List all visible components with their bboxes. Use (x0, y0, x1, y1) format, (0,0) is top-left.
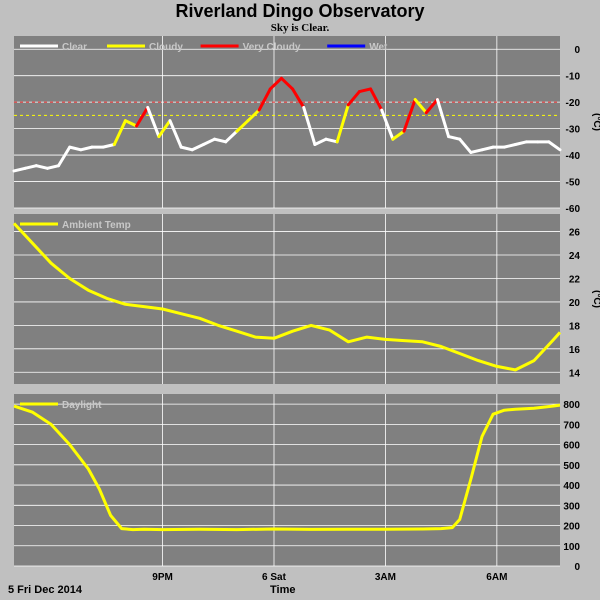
sky-segment-26 (291, 87, 306, 109)
legend-label-1-1: Clear (62, 42, 87, 53)
sky-segment-37 (413, 98, 428, 115)
x-tick-label-4: 6AM (486, 572, 507, 583)
y-tick-label-1-2: -10 (566, 72, 581, 83)
sky-segment-3 (34, 164, 49, 170)
sky-segment-17 (190, 142, 205, 152)
x-tick-label-3: 3AM (375, 572, 396, 583)
sky-segment-33 (369, 87, 384, 112)
sky-segment-12 (135, 105, 150, 128)
sky-segment-6 (68, 145, 83, 152)
sky-segment-36 (402, 98, 417, 133)
y-tick-label-3-5: 400 (563, 481, 580, 492)
sky-segment-19 (213, 137, 228, 144)
sky-segment-16 (179, 145, 194, 152)
sky-segment-35 (391, 129, 406, 141)
sky-segment-21 (235, 119, 250, 133)
sky-segment-7 (79, 145, 94, 152)
plot-area-1 (14, 36, 560, 208)
y-tick-label-2-3: 18 (569, 321, 581, 332)
sky-segment-45 (502, 142, 517, 149)
y-tick-label-3-1: 0 (574, 562, 580, 573)
y-tick-label-2-1: 14 (569, 368, 581, 379)
sky-segment-1 (12, 166, 27, 173)
y-tick-label-2-7: 26 (569, 228, 581, 239)
sky-segment-28 (313, 137, 328, 146)
y-tick-label-1-1: 0 (574, 45, 580, 56)
sky-segment-23 (257, 87, 272, 112)
sky-segment-14 (157, 119, 172, 139)
sky-segment-24 (268, 76, 283, 91)
sky-segment-4 (45, 164, 61, 170)
sky-segment-15 (168, 119, 183, 149)
sky-segment-18 (201, 137, 217, 146)
y-tick-label-1-4: -30 (566, 125, 581, 136)
sky-segment-42 (469, 148, 484, 154)
y-tick-label-1-3: -20 (566, 98, 581, 109)
y-tick-label-3-6: 500 (563, 461, 580, 472)
sky-segment-49 (547, 140, 562, 152)
sky-segment-29 (324, 137, 339, 144)
y-tick-label-3-9: 800 (563, 400, 580, 411)
sky-segment-2 (23, 164, 38, 170)
sky-segment-20 (224, 129, 239, 144)
sky-segment-27 (302, 105, 317, 146)
sky-segment-25 (279, 76, 295, 91)
sky-segment-46 (513, 140, 529, 146)
sky-segment-31 (346, 90, 361, 107)
sky-segment-38 (424, 98, 439, 115)
legend-label-3-1: Daylight (62, 400, 102, 411)
y-axis-label-1: (°C) (591, 113, 600, 131)
y-tick-label-2-2: 16 (569, 345, 581, 356)
x-tick-label-1: 9PM (152, 572, 173, 583)
y-tick-label-3-3: 200 (563, 522, 580, 533)
y-tick-label-3-8: 700 (563, 420, 580, 431)
date-label: 5 Fri Dec 2014 (8, 584, 82, 596)
sky-segment-5 (57, 145, 72, 168)
sky-segment-32 (357, 87, 373, 94)
y-tick-label-1-6: -50 (566, 178, 581, 189)
plot-area-3 (14, 394, 560, 566)
legend-label-2-1: Ambient Temp (62, 220, 131, 231)
y-tick-label-3-4: 300 (563, 501, 580, 512)
sky-segment-11 (123, 119, 139, 128)
sky-segment-10 (112, 119, 127, 146)
legend-label-1-2: Cloudy (149, 42, 183, 53)
sky-segment-30 (335, 103, 350, 144)
series-line-2 (12, 222, 562, 372)
sky-segment-43 (480, 145, 495, 152)
legend-label-1-4: Wet (369, 42, 388, 53)
sky-segment-22 (246, 108, 261, 123)
legend-label-1-3: Very Cloudy (243, 42, 301, 53)
x-axis-title: Time (270, 584, 296, 596)
y-tick-label-3-7: 600 (563, 441, 580, 452)
sky-segment-39 (435, 98, 451, 139)
sky-segment-41 (458, 137, 473, 154)
sky-segment-9 (101, 142, 116, 149)
y-tick-label-1-5: -40 (566, 151, 581, 162)
y-tick-label-3-2: 100 (563, 542, 580, 553)
chart-subtitle: Sky is Clear. (270, 22, 330, 34)
sky-segment-40 (447, 135, 462, 141)
series-line-3 (13, 403, 561, 532)
chart-title: Riverland Dingo Observatory (175, 1, 425, 21)
y-tick-label-2-5: 22 (569, 274, 581, 285)
y-axis-label-2: (°C) (591, 290, 600, 308)
x-tick-label-2: 6 Sat (262, 572, 287, 583)
plot-area-2 (14, 214, 560, 384)
y-tick-label-2-4: 20 (569, 298, 581, 309)
sky-segment-34 (380, 108, 395, 141)
sky-segment-13 (146, 105, 161, 139)
y-tick-label-2-6: 24 (569, 251, 581, 262)
y-tick-label-1-7: -60 (566, 204, 581, 215)
